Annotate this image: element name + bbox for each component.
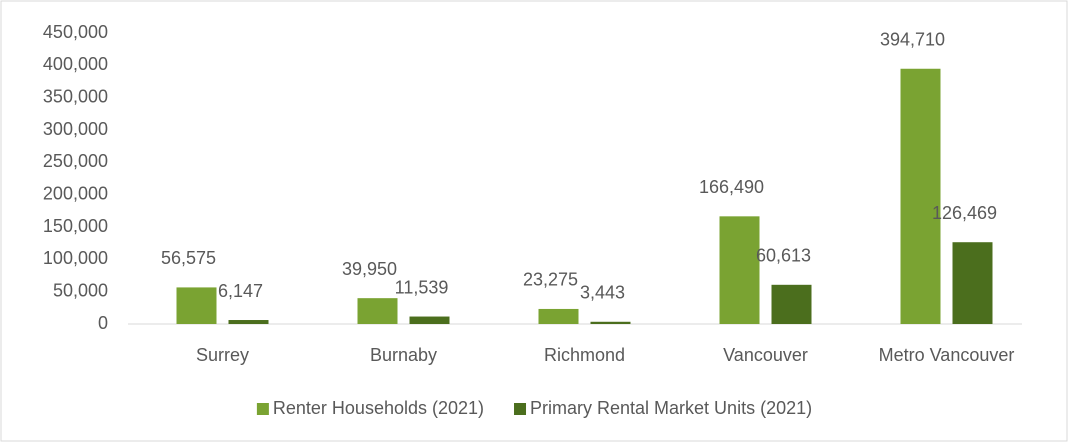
legend-swatch — [256, 403, 269, 415]
data-label: 56,575 — [161, 248, 216, 268]
bar — [900, 68, 941, 324]
bar — [357, 298, 398, 324]
data-label: 394,710 — [880, 30, 945, 50]
x-tick-label: Metro Vancouver — [879, 345, 1015, 365]
data-label: 23,275 — [523, 270, 578, 290]
x-tick-label: Surrey — [196, 345, 249, 365]
y-tick-label: 250,000 — [43, 151, 108, 171]
bar — [538, 308, 579, 324]
x-tick-label: Burnaby — [370, 345, 437, 365]
data-label: 11,539 — [395, 277, 449, 297]
y-tick-label: 50,000 — [53, 280, 108, 300]
data-label: 166,490 — [699, 177, 764, 197]
bar — [771, 284, 812, 324]
bar — [409, 316, 450, 324]
y-tick-label: 350,000 — [43, 86, 108, 106]
data-label: 39,950 — [342, 259, 397, 279]
y-tick-label: 150,000 — [43, 216, 108, 236]
bar — [176, 287, 217, 324]
y-tick-label: 100,000 — [43, 248, 108, 268]
bar — [719, 216, 760, 324]
data-label: 60,613 — [756, 246, 811, 266]
y-tick-label: 200,000 — [43, 183, 108, 203]
legend-label: Renter Households (2021) — [273, 398, 484, 418]
y-tick-label: 400,000 — [43, 54, 108, 74]
x-tick-label: Richmond — [544, 345, 625, 365]
data-label: 6,147 — [218, 281, 263, 301]
x-tick-label: Vancouver — [723, 345, 808, 365]
bar — [590, 321, 631, 324]
y-tick-label: 450,000 — [43, 22, 108, 42]
data-label: 3,443 — [580, 283, 625, 303]
y-tick-label: 0 — [98, 313, 108, 333]
bar — [228, 320, 269, 324]
bar — [952, 242, 993, 324]
data-label: 126,469 — [932, 203, 997, 223]
legend-label: Primary Rental Market Units (2021) — [530, 398, 812, 418]
y-tick-label: 300,000 — [43, 119, 108, 139]
legend-swatch — [514, 403, 527, 415]
